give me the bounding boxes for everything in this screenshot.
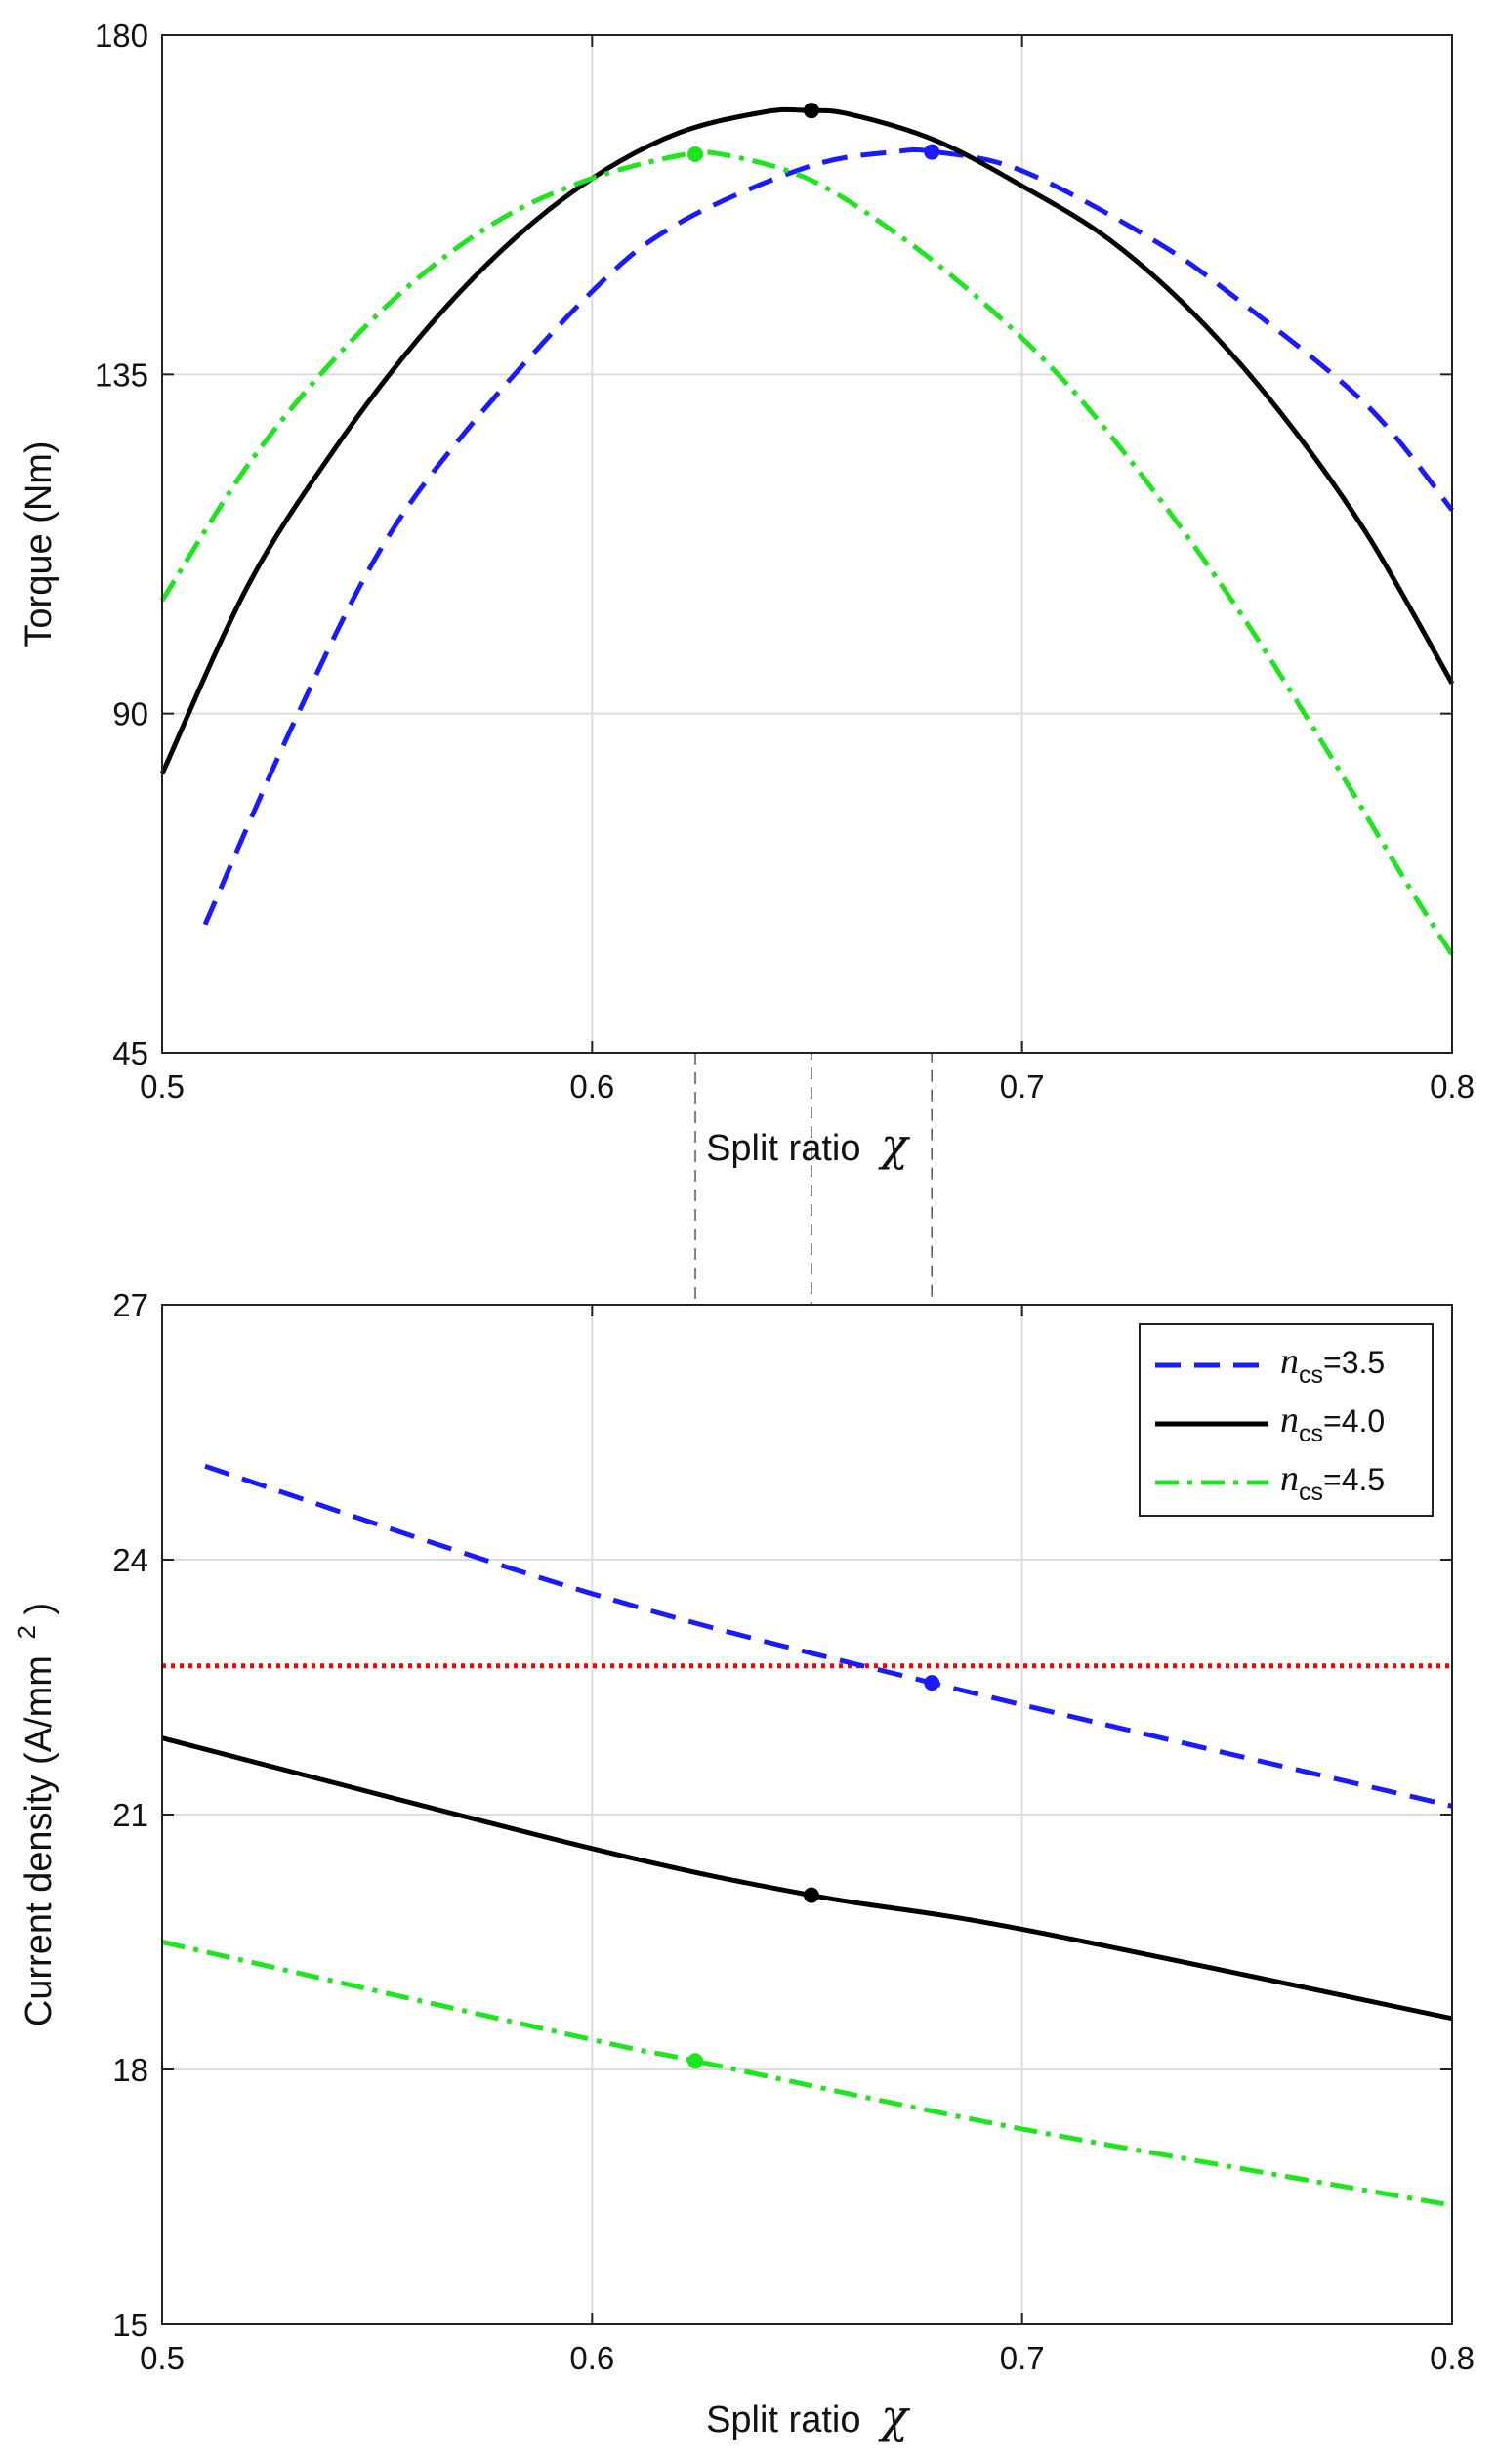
x-tick-label: 0.7 [1000, 2340, 1045, 2376]
y-tick-label: 15 [112, 2307, 148, 2343]
torque-y-axis-label: Torque (Nm) [19, 440, 60, 647]
y-tick-label: 90 [112, 696, 148, 732]
x-tick-label: 0.6 [569, 2340, 614, 2376]
y-tick-label: 180 [95, 18, 148, 54]
x-axis-label-text: Split ratio [706, 2400, 860, 2441]
current-density-markers [687, 1675, 940, 2069]
torque-plot-area [162, 35, 1452, 1053]
current-density-ticks: 0.5 0.6 0.7 0.8 15 18 21 24 27 [112, 1287, 1475, 2376]
legend-label-0: ncs=3.5 [1280, 1341, 1385, 1389]
series-line-0 [202, 146, 1454, 926]
y-tick-label: 135 [95, 356, 148, 393]
legend-value: =4.0 [1323, 1403, 1385, 1439]
series-marker-2 [687, 2053, 704, 2069]
x-tick-label: 0.6 [569, 1068, 614, 1105]
torque-chart: 0.5 0.6 0.7 0.8 45 90 135 180 Split ratio χ Tor… [19, 18, 1475, 1171]
legend-label-2: ncs=4.5 [1280, 1458, 1385, 1506]
y-axis-label-text: Current density (A/mm [19, 1655, 60, 2026]
torque-x-axis-label: Split ratio χ [706, 1118, 911, 1171]
y-axis-label-superscript: 2 [12, 1625, 41, 1639]
torque-ticks: 0.5 0.6 0.7 0.8 45 90 135 180 [95, 18, 1475, 1105]
x-tick-label: 0.8 [1430, 2340, 1475, 2376]
series-marker-2 [687, 146, 704, 162]
legend-box [1139, 1323, 1434, 1517]
chi-symbol: χ [878, 1118, 911, 1171]
current-density-y-axis-label: Current density (A/mm 2 ) [3, 1603, 60, 2026]
legend-subscript: cs [1299, 1479, 1323, 1506]
series-line-2 [159, 149, 1455, 956]
y-tick-label: 27 [112, 1287, 148, 1323]
legend-value: =4.5 [1323, 1462, 1385, 1497]
legend-label-1: ncs=4.0 [1280, 1399, 1385, 1447]
current-density-x-axis-label: Split ratio χ [706, 2390, 911, 2443]
y-tick-label: 24 [112, 1542, 148, 1578]
series-marker-0 [924, 144, 940, 160]
legend-n: n [1280, 1399, 1299, 1441]
y-tick-label: 21 [112, 1797, 148, 1833]
chi-symbol: χ [878, 2390, 911, 2443]
torque-peak-markers [687, 103, 940, 162]
current-density-chart: 0.5 0.6 0.7 0.8 15 18 21 24 27 Split ratio χ Cur… [3, 1287, 1475, 2443]
x-tick-label: 0.5 [140, 2340, 185, 2376]
x-axis-label-text: Split ratio [706, 1128, 860, 1169]
y-tick-label: 18 [112, 2052, 148, 2088]
x-tick-label: 0.8 [1430, 1068, 1475, 1105]
legend-n: n [1280, 1341, 1299, 1382]
torque-axes-box [161, 34, 1453, 1054]
legend-subscript: cs [1299, 1361, 1323, 1389]
series-marker-1 [803, 103, 819, 119]
series-marker-1 [803, 1887, 819, 1903]
x-tick-label: 0.7 [1000, 1068, 1045, 1105]
legend-n: n [1280, 1458, 1299, 1499]
x-tick-label: 0.5 [140, 1068, 185, 1105]
legend-value: =3.5 [1323, 1345, 1385, 1380]
series-marker-0 [924, 1675, 940, 1691]
y-axis-label-close: ) [19, 1603, 60, 1615]
legend-subscript: cs [1299, 1420, 1323, 1447]
series-line-0 [204, 1463, 1453, 1809]
y-tick-label: 45 [112, 1035, 148, 1071]
